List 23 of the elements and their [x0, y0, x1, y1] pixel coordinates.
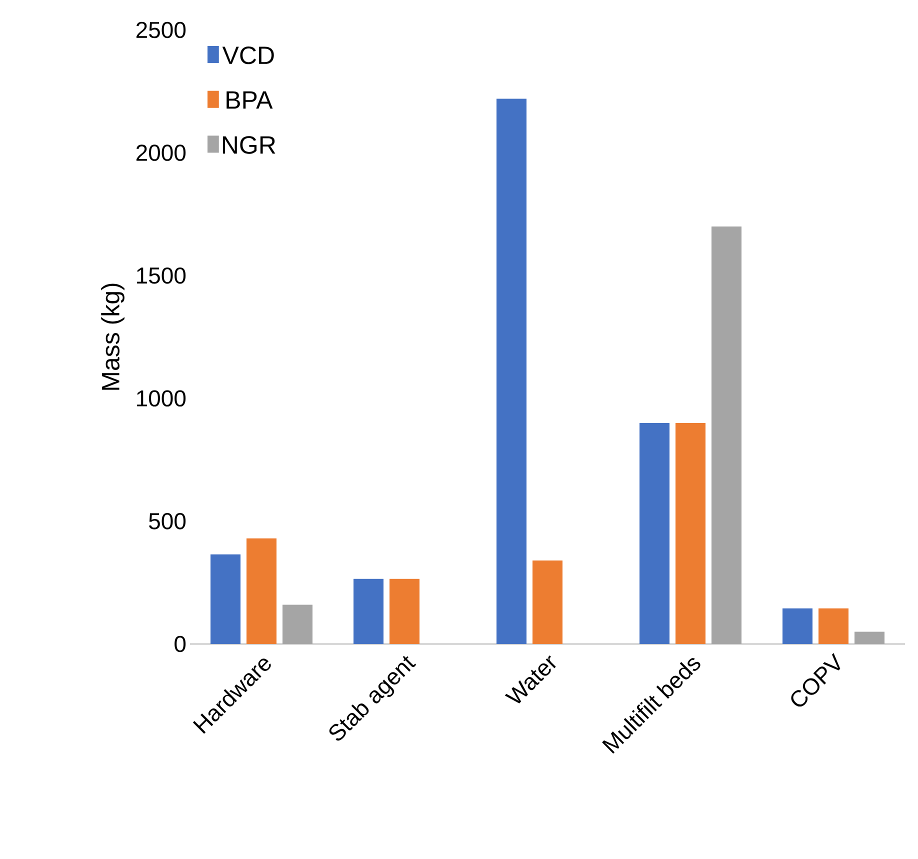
bar	[210, 554, 241, 644]
y-tick-label: 2000	[136, 144, 186, 161]
legend-label: NGR	[222, 136, 276, 154]
y-axis-title: Mass (kg)	[101, 284, 124, 390]
bar	[246, 538, 276, 644]
bar	[676, 422, 706, 644]
legend-label: VCD	[222, 46, 274, 64]
y-tick-label: 0	[174, 636, 186, 652]
y-tick-label: 1000	[137, 390, 186, 407]
bar	[496, 98, 526, 644]
bar	[818, 608, 848, 644]
bar	[390, 578, 420, 644]
bar	[854, 632, 884, 644]
y-tick-label: 1500	[137, 267, 186, 284]
y-tick-label: 2500	[136, 22, 186, 38]
y-tick-label: 500	[149, 513, 186, 530]
bar	[354, 578, 384, 644]
bar	[782, 608, 812, 644]
legend-label: BPA	[226, 91, 273, 109]
bar	[282, 604, 312, 644]
bar	[640, 422, 670, 644]
bar	[712, 226, 742, 644]
bar	[532, 560, 562, 644]
